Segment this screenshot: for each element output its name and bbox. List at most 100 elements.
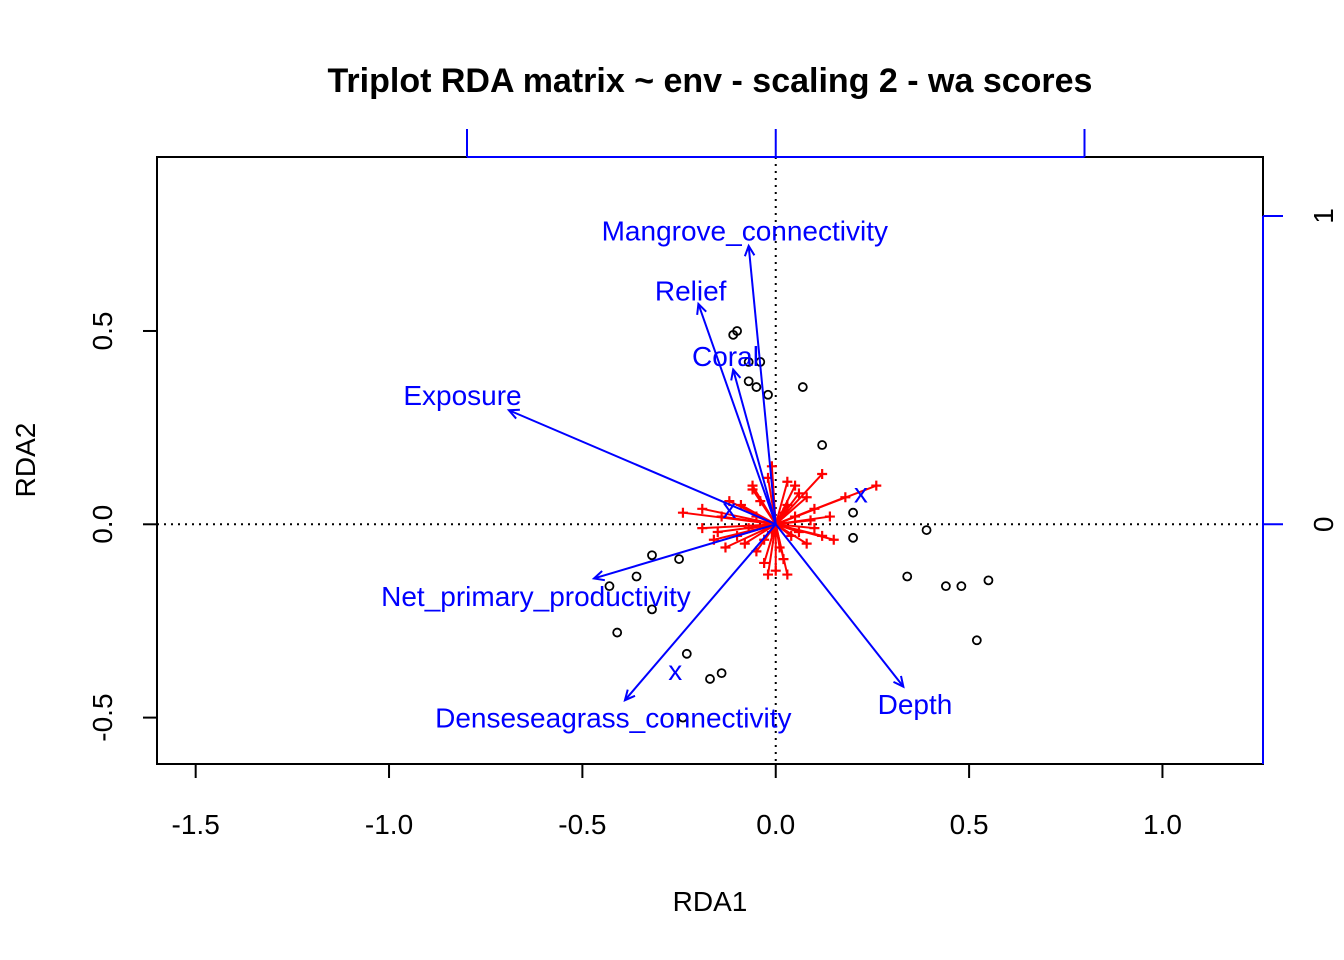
env-arrow-head — [730, 367, 742, 381]
site-point — [902, 571, 913, 582]
species-segment — [725, 523, 777, 549]
species-point — [809, 523, 820, 534]
env-arrow-label: Net_primary_productivity — [381, 581, 691, 612]
env-arrow-head — [506, 408, 520, 420]
env-arrow-label: Depth — [878, 689, 953, 720]
site-point — [716, 668, 727, 679]
species-point — [790, 511, 801, 522]
site-point — [705, 674, 715, 684]
x-tick-label: 0.0 — [756, 809, 795, 840]
species-point — [840, 492, 851, 503]
species-point — [763, 569, 774, 580]
species-point — [716, 511, 727, 522]
site-point — [612, 627, 623, 638]
site-point — [678, 712, 688, 723]
env-arrow-line — [593, 523, 777, 580]
chart-title: Triplot RDA matrix ~ env - scaling 2 - w… — [328, 62, 1093, 100]
environment-layer: Mangrove_connectivity Relief Coral Exposure… — [381, 215, 952, 733]
env-arrow-head — [696, 301, 707, 315]
env-arrow-line — [697, 303, 777, 525]
y-axis-title: RDA2 — [10, 423, 41, 498]
species-point — [824, 511, 835, 522]
species-point — [817, 530, 828, 541]
site-point — [848, 532, 858, 543]
site-point — [956, 581, 967, 592]
site-point — [940, 581, 951, 592]
species-point — [712, 527, 723, 538]
centroid-marker: x — [668, 655, 682, 686]
env-arrow-label: Coral — [692, 341, 759, 372]
env-arrow-line — [747, 245, 777, 525]
site-point — [971, 635, 982, 646]
env-arrow-head — [623, 689, 636, 702]
species-segment — [775, 496, 808, 526]
y-axis: -0.5 0.0 0.5 — [87, 312, 158, 742]
site-point — [728, 329, 739, 340]
x-tick-label: -0.5 — [558, 809, 606, 840]
env-arrow-line — [774, 523, 905, 688]
species-point — [778, 554, 789, 565]
y-tick-label: 0.5 — [87, 312, 118, 351]
x-tick-label: -1.5 — [172, 809, 220, 840]
top-secondary-axis — [465, 129, 1086, 158]
species-point — [817, 469, 828, 480]
species-point — [774, 542, 785, 553]
site-point — [743, 376, 754, 387]
site-point — [647, 550, 657, 561]
species-point — [793, 488, 804, 499]
site-point — [848, 507, 858, 518]
site-point — [751, 382, 762, 392]
env-arrow-label: Relief — [655, 275, 727, 306]
env-arrow-head — [591, 570, 606, 582]
species-point — [677, 507, 688, 518]
species-point — [801, 538, 812, 549]
env-arrow-line — [508, 409, 777, 526]
species-layer — [677, 461, 882, 580]
env-arrow-line — [732, 369, 777, 525]
x-axis: -1.5 -1.0 -0.5 0.0 0.5 1.0 — [172, 763, 1182, 840]
species-point — [801, 492, 812, 503]
x-tick-label: 1.0 — [1143, 809, 1182, 840]
species-point — [805, 515, 816, 526]
species-point — [766, 461, 777, 472]
plot-frame — [156, 156, 1264, 765]
site-point — [797, 382, 808, 392]
species-point — [793, 527, 804, 538]
y-tick-label: 0.0 — [87, 505, 118, 544]
site-point — [674, 554, 684, 564]
right-tick-label: 0 — [1308, 517, 1339, 533]
site-point — [647, 604, 657, 615]
site-point — [921, 525, 932, 535]
x-axis-title: RDA1 — [673, 886, 748, 917]
site-point — [604, 581, 615, 592]
env-arrow-label: Exposure — [403, 380, 521, 411]
species-point — [790, 480, 801, 491]
site-point — [631, 571, 642, 582]
species-segment — [775, 519, 811, 526]
species-point — [778, 507, 789, 518]
species-point — [782, 476, 793, 487]
x-tick-label: -1.0 — [365, 809, 413, 840]
species-point — [759, 557, 770, 568]
species-segment — [774, 481, 789, 525]
species-point — [739, 538, 750, 549]
species-point — [697, 523, 708, 534]
species-segment — [702, 523, 776, 530]
species-segment — [751, 485, 777, 525]
y-tick-label: -0.5 — [87, 693, 118, 741]
species-point — [720, 542, 731, 553]
species-segment — [721, 515, 776, 526]
site-point — [983, 575, 994, 586]
species-point — [828, 534, 839, 545]
species-point — [770, 565, 781, 576]
species-point — [786, 530, 797, 541]
species-point — [871, 480, 882, 491]
species-segment — [775, 523, 823, 537]
env-arrow-label: Denseseagrass_connectivity — [435, 703, 791, 734]
env-arrow-head — [893, 675, 905, 689]
right-secondary-axis: 01 — [1262, 208, 1339, 764]
centroid-marker: x — [854, 477, 868, 508]
species-point — [782, 569, 793, 580]
env-arrow-label: Mangrove_connectivity — [602, 215, 888, 246]
species-point — [697, 503, 708, 514]
